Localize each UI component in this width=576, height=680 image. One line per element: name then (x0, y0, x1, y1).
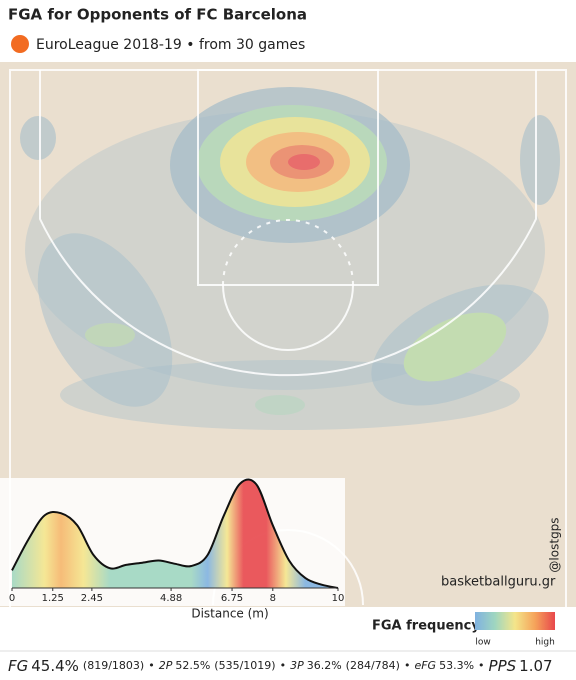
separator: • (280, 659, 287, 672)
stat-value: 45.4% (31, 657, 79, 675)
stat-name: eFG (414, 659, 436, 672)
x-tick-label: 1.25 (42, 593, 64, 604)
x-axis-label: Distance (m) (191, 607, 268, 621)
legend-title: FGA frequency (372, 619, 480, 634)
stat-value: 1.07 (519, 657, 552, 675)
credit-site: basketballguru.gr (441, 575, 556, 590)
credit-handle: @lostgps (548, 517, 562, 572)
density-line (11, 478, 339, 589)
x-tick-label: 4.88 (160, 593, 182, 604)
title: FGA for Opponents of FC Barcelona (8, 6, 307, 24)
legend-low: low (475, 638, 490, 648)
stat-value: 52.5% (175, 659, 210, 672)
stat-name: PPS (489, 657, 517, 675)
stat-detail: (284/784) (346, 659, 400, 672)
stat-name: FG (8, 657, 28, 675)
stat-name: 3P (290, 659, 304, 672)
stat-detail: (819/1803) (83, 659, 144, 672)
legend-colorbar (475, 612, 555, 630)
x-tick-label: 0 (9, 593, 15, 604)
logo (11, 35, 29, 53)
footer-stats: FG 45.4% (819/1803) • 2P 52.5% (535/1019) • 3P 36… (8, 657, 553, 675)
density-chart: 0 1.25 2.45 4.88 6.75 8 10 (9, 478, 345, 604)
stat-detail: (535/1019) (214, 659, 275, 672)
stat-value: 53.3% (439, 659, 474, 672)
stat-name: 2P (159, 659, 173, 672)
separator: • (148, 659, 155, 672)
x-tick-label: 8 (270, 593, 276, 604)
x-tick-label: 2.45 (81, 593, 103, 604)
heatmap (20, 87, 560, 430)
stat-value: 36.2% (307, 659, 342, 672)
separator: • (478, 659, 485, 672)
x-tick-label: 10 (332, 593, 345, 604)
x-tick-label: 6.75 (221, 593, 243, 604)
separator: • (404, 659, 411, 672)
subtitle: EuroLeague 2018-19 • from 30 games (36, 37, 305, 53)
area-fill (12, 479, 338, 588)
legend-high: high (535, 638, 555, 648)
